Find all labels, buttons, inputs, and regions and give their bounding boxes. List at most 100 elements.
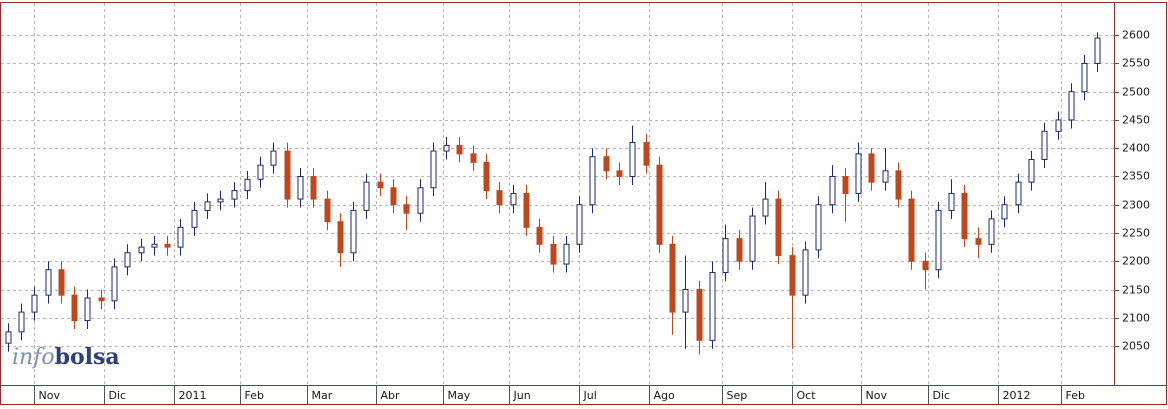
candle-body — [31, 294, 38, 313]
candle-body — [390, 187, 397, 206]
x-tick-label: Feb — [1066, 389, 1085, 402]
x-tick-label: Dic — [109, 389, 127, 402]
candle-body — [138, 246, 145, 254]
candle-body — [84, 297, 91, 322]
candle-body — [350, 209, 357, 254]
candle-body — [1094, 37, 1101, 64]
x-tick-label: Abr — [381, 389, 401, 402]
candle-body — [536, 226, 543, 245]
x-tick-label: Mar — [312, 389, 333, 402]
candle-body — [629, 142, 636, 177]
candle-body — [1068, 91, 1075, 121]
candle-body — [682, 289, 689, 313]
candle-body — [855, 153, 862, 194]
candle-body — [908, 198, 915, 262]
candle-body — [895, 170, 902, 200]
candle-body — [563, 243, 570, 265]
candle-body — [802, 249, 809, 296]
candle-body — [1015, 181, 1022, 206]
candle-body — [164, 243, 171, 248]
candle-body — [709, 272, 716, 341]
candle-body — [257, 164, 264, 180]
x-tick-label: 2012 — [1003, 389, 1031, 402]
candle-body — [775, 198, 782, 257]
candle-body — [470, 153, 477, 163]
candle-body — [829, 175, 836, 206]
x-tick-label: Jul — [583, 389, 597, 402]
candle-body — [961, 192, 968, 240]
candle-body — [98, 297, 105, 302]
candle-body — [616, 170, 623, 177]
y-tick-label: 2500 — [1122, 86, 1150, 99]
candle-body — [430, 150, 437, 189]
candle-body — [337, 221, 344, 254]
x-tick-label: Feb — [245, 389, 264, 402]
candle-body — [377, 181, 384, 189]
candle-body — [948, 192, 955, 211]
y-tick-label: 2150 — [1122, 284, 1150, 297]
candle-body — [324, 198, 331, 223]
candle-body — [244, 178, 251, 192]
candle-body — [217, 198, 224, 203]
candle-body — [496, 190, 503, 206]
x-tick-label: Dic — [933, 389, 951, 402]
x-tick-label: Ago — [654, 389, 676, 402]
candle-body — [576, 204, 583, 245]
x-tick-label: Jun — [513, 389, 531, 402]
candle-body — [151, 243, 158, 248]
candle-body — [1028, 159, 1035, 183]
y-tick-label: 2050 — [1122, 340, 1150, 353]
x-tick-label: Sep — [727, 389, 748, 402]
logo: infobolsa — [12, 344, 120, 370]
candle-body — [483, 161, 490, 192]
candle-body — [177, 226, 184, 248]
candle-body — [762, 198, 769, 217]
candle-body — [589, 156, 596, 206]
candles — [5, 32, 1101, 355]
candle-body — [749, 215, 756, 262]
candle-body — [204, 201, 211, 211]
x-tick-label: May — [448, 389, 471, 402]
candle-body — [868, 153, 875, 183]
logo-part: info — [12, 345, 55, 370]
candle-body — [656, 164, 663, 245]
y-tick-label: 2400 — [1122, 142, 1150, 155]
candle-body — [669, 243, 676, 313]
y-tick-label: 2250 — [1122, 227, 1150, 240]
x-tick-label: Nov — [39, 389, 61, 402]
candle-body — [363, 181, 370, 211]
candle-body — [922, 260, 929, 271]
candle-body — [550, 243, 557, 265]
candle-body — [722, 238, 729, 274]
candle-body — [1001, 204, 1008, 220]
candle-body — [842, 175, 849, 194]
y-tick-label: 2300 — [1122, 199, 1150, 212]
candle-body — [45, 269, 52, 296]
candle-body — [736, 238, 743, 262]
y-tick-label: 2200 — [1122, 255, 1150, 268]
candle-body — [191, 209, 198, 228]
x-tick-label: Nov — [866, 389, 888, 402]
candle-body — [5, 331, 12, 344]
y-tick-label: 2600 — [1122, 29, 1150, 42]
candle-body — [58, 269, 65, 296]
candle-body — [603, 156, 610, 172]
candle-body — [696, 289, 703, 341]
candle-body — [1041, 130, 1048, 161]
candle-body — [111, 266, 118, 302]
candle-body — [643, 142, 650, 166]
candle-body — [443, 144, 450, 152]
candle-body — [975, 238, 982, 245]
x-tick-label: Oct — [797, 389, 817, 402]
candle-body — [1081, 62, 1088, 93]
candle-body — [403, 204, 410, 214]
candle-body — [18, 311, 25, 333]
candle-body — [1055, 119, 1062, 132]
candle-body — [71, 294, 78, 322]
candle-body — [815, 204, 822, 251]
candle-body — [270, 150, 277, 166]
candle-body — [988, 218, 995, 245]
candle-body — [310, 175, 317, 200]
